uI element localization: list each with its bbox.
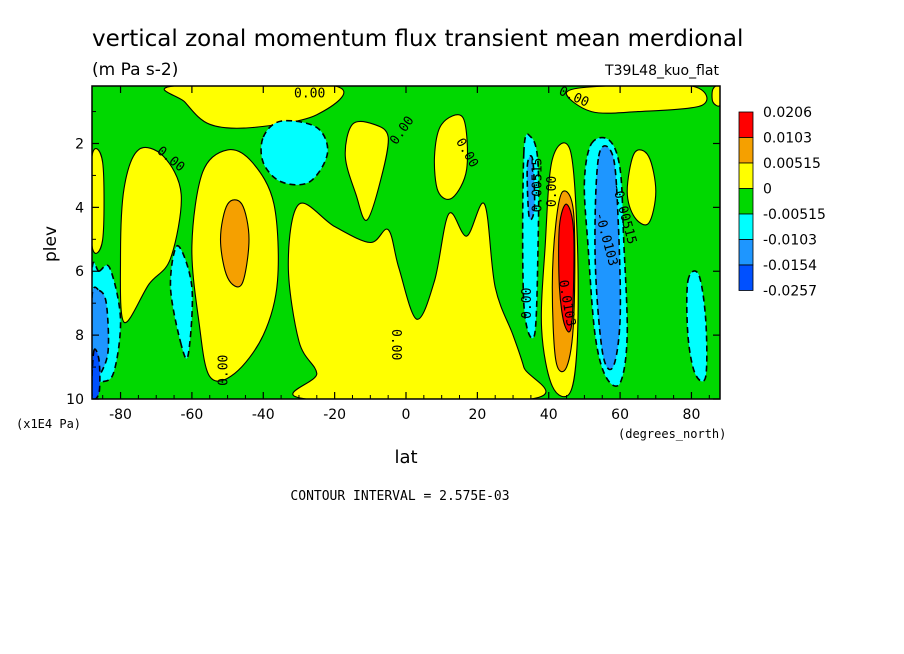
legend-swatch-3	[738, 188, 754, 215]
positive-contour-region-10	[626, 149, 657, 226]
contour-label-7: 0.00515	[531, 158, 546, 213]
units-label: (m Pa s-2)	[92, 60, 178, 80]
x-tick-label: -40	[252, 407, 275, 423]
legend-label-6: -0.0154	[763, 258, 817, 274]
y-axis-label: plev	[41, 226, 61, 262]
x-axis-units: (degrees_north)	[618, 427, 726, 441]
y-tick-label: 8	[75, 328, 84, 344]
positive-contour-region-7	[344, 120, 389, 221]
legend-label-0: 0.0206	[763, 105, 812, 121]
legend-swatch-6	[738, 264, 754, 291]
color-legend: 0.0206 0.0103 0.00515 0 -0.00515 -0.0103 -0.01…	[738, 105, 826, 300]
chart-title: vertical zonal momentum flux transient m…	[92, 26, 743, 52]
positive-contour-region-13	[558, 203, 575, 333]
y-tick-label: 2	[75, 136, 84, 152]
positive-contour-region-3	[92, 148, 105, 254]
positive-contour-region-4	[163, 86, 345, 129]
contour-label-9: 0.00	[520, 288, 535, 319]
positive-contour-region-6	[711, 86, 720, 107]
legend-swatch-5	[738, 239, 754, 266]
positive-contour-region-0	[287, 202, 547, 399]
y-axis-units: (x1E4 Pa)	[16, 417, 81, 431]
positive-contour-region-8	[433, 114, 468, 200]
legend-label-1: 0.0103	[763, 131, 812, 147]
legend-swatch-2	[738, 162, 754, 189]
x-tick-label: -20	[323, 407, 346, 423]
x-tick-label: 80	[683, 407, 701, 423]
x-tick-label: -60	[180, 407, 203, 423]
legend-label-5: -0.0103	[763, 233, 817, 249]
legend-label-4: -0.00515	[763, 207, 826, 223]
legend-swatch-4	[738, 213, 754, 240]
x-tick-label: 40	[540, 407, 558, 423]
x-tick-label: 20	[468, 407, 486, 423]
plot-area: 0.00 0.000.000.000.000.000.000.00515 0.000…	[91, 85, 721, 400]
x-tick-label: 0	[402, 407, 411, 423]
legend-swatch-0	[738, 111, 754, 138]
y-tick-label: 6	[75, 264, 84, 280]
legend-label-7: -0.0257	[763, 284, 817, 300]
legend-label-2: 0.00515	[763, 156, 821, 172]
negative-contour-region-14	[260, 119, 329, 186]
positive-contour-region-5	[565, 86, 708, 114]
axis-ticks: -80 -60 -40 -20 0 20 40 60 80 2 4 6 8 10	[66, 86, 720, 423]
legend-swatch-1	[738, 137, 754, 164]
positive-contour-region-2	[119, 147, 182, 323]
x-tick-label: -80	[109, 407, 132, 423]
positive-contour-region-11	[219, 199, 250, 288]
negative-contour-region-23	[92, 348, 101, 399]
dataset-label: T39L48_kuo_flat	[604, 63, 719, 79]
negative-contour-region-19	[685, 270, 708, 383]
legend-label-3: 0	[763, 182, 772, 198]
contour-label-5: 0.00	[388, 329, 403, 360]
x-axis-label: lat	[394, 447, 417, 468]
y-tick-label: 10	[66, 392, 84, 408]
x-tick-label: 60	[611, 407, 629, 423]
negative-contour-region-21	[594, 145, 622, 371]
contour-label-8: 0.00	[545, 176, 560, 207]
negative-contour-region-20	[526, 155, 536, 221]
contour-label-6: 0.00	[217, 355, 232, 386]
negative-contour-region-16	[169, 244, 194, 360]
contour-interval-footer: CONTOUR INTERVAL = 2.575E-03	[290, 489, 509, 504]
y-tick-label: 4	[75, 200, 84, 216]
contour-label-0: 0.00	[294, 86, 325, 101]
